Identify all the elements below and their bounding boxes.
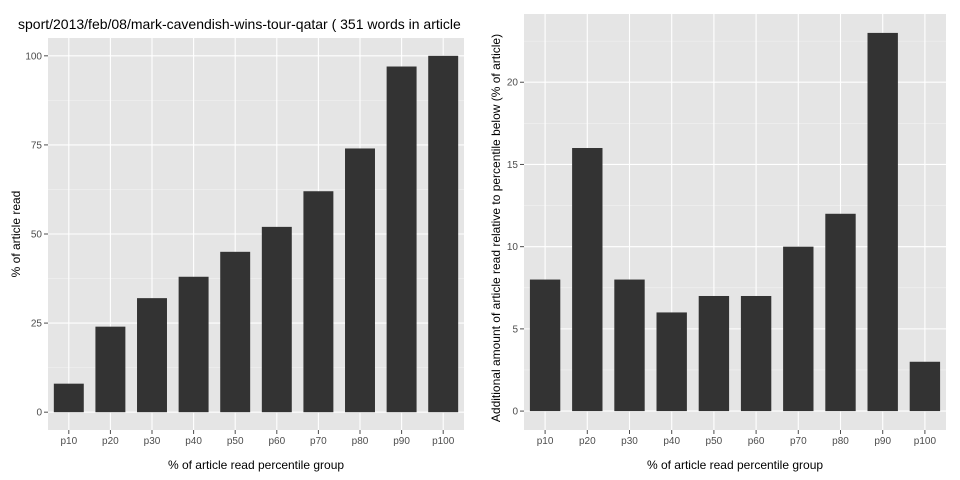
- y-tick-label: 25: [31, 319, 43, 330]
- x-tick-label: p30: [621, 436, 638, 447]
- x-tick-label: p10: [537, 436, 554, 447]
- chart-title: sport/2013/feb/08/mark-cavendish-wins-to…: [18, 16, 461, 32]
- x-tick-label: p80: [832, 436, 849, 447]
- y-tick-label: 0: [36, 408, 42, 419]
- chart-right: 0 5 10 15 20 p10 p20 p30 p40 p50 p60 p70 p80 p90 p100…: [489, 14, 946, 472]
- x-tick-label: p70: [310, 436, 327, 447]
- bar-p30: [614, 279, 645, 412]
- bar-p10: [529, 279, 561, 412]
- bar-p70: [783, 246, 814, 412]
- x-ticks-right: p10 p20 p30 p40 p50 p60 p70 p80 p90 p100: [537, 430, 937, 447]
- bar-p70: [303, 191, 334, 413]
- x-tick-label: p100: [914, 436, 937, 447]
- y-tick-label: 20: [507, 78, 519, 89]
- bar-p40: [656, 312, 687, 412]
- bar-p10: [53, 383, 84, 413]
- x-tick-label: p50: [706, 436, 723, 447]
- bar-p80: [825, 213, 856, 412]
- x-tick-label: p20: [102, 436, 119, 447]
- x-tick-label: p50: [227, 436, 244, 447]
- x-tick-label: p60: [748, 436, 765, 447]
- x-tick-label: p90: [874, 436, 891, 447]
- y-tick-label: 5: [512, 324, 518, 335]
- x-tick-label: p100: [432, 436, 455, 447]
- y-tick-label: 15: [507, 160, 519, 171]
- y-axis-title-left: % of article read: [9, 191, 23, 278]
- bar-p90: [867, 32, 898, 412]
- y-tick-label: 100: [25, 51, 42, 62]
- bar-p30: [137, 298, 167, 413]
- x-axis-title-left: % of article read percentile group: [168, 458, 344, 472]
- x-tick-label: p40: [185, 436, 202, 447]
- bars-right: [529, 32, 941, 412]
- bar-p60: [261, 226, 292, 413]
- x-tick-label: p40: [663, 436, 680, 447]
- y-tick-label: 0: [512, 407, 518, 418]
- x-tick-label: p10: [60, 436, 77, 447]
- bars-left: [53, 55, 459, 413]
- y-ticks-right: 0 5 10 15 20: [507, 78, 524, 418]
- y-tick-label: 10: [507, 242, 519, 253]
- x-tick-label: p20: [579, 436, 596, 447]
- x-tick-label: p90: [393, 436, 410, 447]
- y-ticks-left: 0 25 50 75 100: [25, 51, 48, 419]
- bar-p100: [428, 55, 459, 413]
- y-tick-label: 50: [31, 230, 43, 241]
- bar-p90: [386, 66, 417, 413]
- bar-p60: [740, 295, 772, 412]
- x-ticks-left: p10 p20 p30 p40 p50 p60 p70 p80 p90 p100: [60, 430, 455, 447]
- bar-p50: [220, 251, 251, 413]
- chart-left: sport/2013/feb/08/mark-cavendish-wins-to…: [9, 16, 464, 472]
- bar-p40: [178, 276, 209, 413]
- bar-p20: [572, 148, 603, 412]
- bar-p20: [95, 326, 126, 413]
- bar-p50: [698, 295, 730, 412]
- x-tick-label: p80: [352, 436, 369, 447]
- bar-p80: [345, 148, 375, 413]
- x-tick-label: p30: [144, 436, 161, 447]
- y-axis-title-right: Additional amount of article read relati…: [489, 34, 503, 422]
- x-tick-label: p70: [790, 436, 807, 447]
- bar-p100: [909, 361, 941, 412]
- y-tick-label: 75: [31, 140, 43, 151]
- x-tick-label: p60: [268, 436, 285, 447]
- x-axis-title-right: % of article read percentile group: [647, 458, 823, 472]
